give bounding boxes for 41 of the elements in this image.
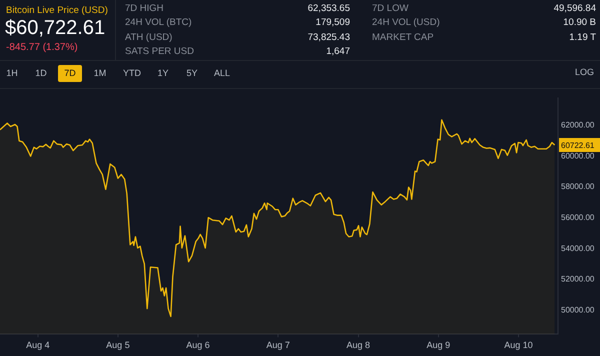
text: 1D (34, 67, 48, 80)
text: 5Y (185, 67, 198, 80)
y-tick-label: 54000.00 (561, 244, 595, 253)
text: 179,509 (316, 17, 350, 28)
x-tick-label: Aug 6 (186, 340, 210, 350)
text: 24H VOL (BTC) (125, 17, 192, 28)
text: SATS PER USD (125, 46, 194, 57)
chart-subtitle: $60,722.61 (5, 17, 106, 40)
text: 7D (58, 65, 82, 82)
text: 1H (5, 67, 19, 80)
text: 7D LOW (372, 3, 408, 14)
x-tick-label: Aug 7 (266, 340, 290, 350)
text: -845.77 (1.37%) (6, 42, 78, 53)
annotation: 60722.61 (561, 141, 595, 150)
text: 10.90 B (563, 17, 596, 28)
text: 73,825.43 (308, 32, 350, 43)
y-tick-label: 52000.00 (561, 274, 595, 284)
text: 1.19 T (569, 32, 596, 43)
x-tick-label: Aug 4 (26, 340, 50, 350)
text: 24H VOL (USD) (372, 17, 440, 28)
x-tick-label: Aug 5 (106, 340, 130, 350)
text: 49,596.84 (554, 3, 596, 14)
text: ATH (USD) (125, 32, 172, 43)
text: 7D HIGH (125, 3, 164, 14)
text: LOG (574, 67, 594, 77)
text: 1M (92, 67, 108, 80)
text: MARKET CAP (372, 32, 434, 43)
x-tick-label: Aug 8 (346, 340, 370, 350)
y-tick-label: 50000.00 (561, 306, 595, 314)
text: 1,647 (326, 46, 350, 57)
y-tick-label: 62000.00 (561, 120, 595, 130)
text: YTD (122, 67, 142, 80)
text: ALL (212, 67, 231, 80)
text: 62,353.65 (308, 3, 350, 14)
text: 1Y (156, 67, 170, 80)
chart-title: Bitcoin Live Price (USD) (6, 5, 108, 16)
x-tick-label: Aug 10 (504, 340, 533, 350)
y-tick-label: 60000.00 (561, 151, 595, 160)
y-tick-label: 56000.00 (561, 212, 595, 222)
y-tick-label: 58000.00 (561, 182, 595, 192)
x-tick-label: Aug 9 (426, 340, 450, 350)
